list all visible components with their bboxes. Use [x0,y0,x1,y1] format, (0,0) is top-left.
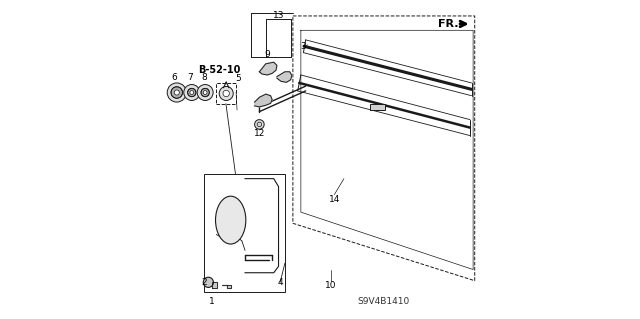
Polygon shape [212,282,218,288]
Polygon shape [221,285,230,288]
Text: 5: 5 [236,74,241,83]
Text: 3: 3 [301,42,307,51]
Polygon shape [255,94,272,107]
Polygon shape [259,62,277,75]
Bar [371,104,385,110]
Circle shape [188,88,196,97]
Text: S9V4B1410: S9V4B1410 [358,297,410,306]
Text: 14: 14 [329,195,340,204]
Text: 9: 9 [264,50,270,59]
Circle shape [219,86,233,100]
Circle shape [184,85,200,100]
Circle shape [197,85,213,100]
Bar [216,83,236,104]
Text: B-52-10: B-52-10 [198,65,241,75]
Circle shape [174,90,179,95]
Circle shape [190,91,194,94]
Circle shape [171,87,182,98]
Ellipse shape [216,196,246,244]
Text: 1: 1 [209,297,215,306]
Text: FR.: FR. [438,19,459,29]
Text: 12: 12 [253,130,265,138]
Circle shape [255,120,264,129]
Circle shape [223,90,229,97]
Text: 13: 13 [273,11,284,20]
Text: 8: 8 [201,73,207,82]
Bar [204,174,285,292]
Circle shape [204,91,207,94]
Circle shape [167,83,186,102]
Circle shape [201,88,209,97]
Text: 6: 6 [172,73,177,82]
Circle shape [204,277,214,287]
Text: 2: 2 [202,278,207,287]
Text: 10: 10 [325,281,337,290]
Polygon shape [277,72,292,82]
Text: 7: 7 [188,73,193,82]
Text: 4: 4 [277,278,283,287]
